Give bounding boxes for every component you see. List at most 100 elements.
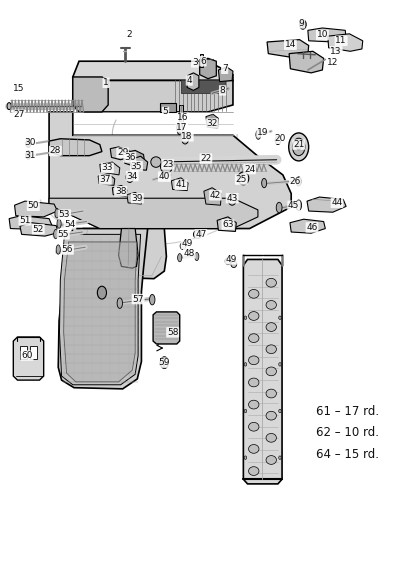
Text: 49: 49 xyxy=(225,255,237,264)
Ellipse shape xyxy=(275,136,281,145)
Ellipse shape xyxy=(178,254,182,262)
Text: 40: 40 xyxy=(158,172,170,181)
Polygon shape xyxy=(187,73,199,90)
Ellipse shape xyxy=(225,258,231,265)
Ellipse shape xyxy=(266,345,277,353)
Text: 29: 29 xyxy=(117,148,129,157)
Ellipse shape xyxy=(55,209,59,218)
Text: 53: 53 xyxy=(59,210,70,219)
Ellipse shape xyxy=(279,409,281,413)
Ellipse shape xyxy=(26,151,31,159)
Ellipse shape xyxy=(244,363,247,366)
Ellipse shape xyxy=(249,311,259,321)
Text: 45: 45 xyxy=(288,201,300,210)
Text: 28: 28 xyxy=(50,146,61,156)
Text: 9: 9 xyxy=(299,19,305,28)
Text: 32: 32 xyxy=(206,119,218,128)
Ellipse shape xyxy=(249,400,259,409)
Text: 35: 35 xyxy=(131,161,142,171)
Ellipse shape xyxy=(228,194,236,205)
Polygon shape xyxy=(328,34,363,51)
Text: 21: 21 xyxy=(293,140,305,149)
Text: 48: 48 xyxy=(183,249,195,258)
Text: 18: 18 xyxy=(181,132,193,141)
Ellipse shape xyxy=(151,157,161,167)
Ellipse shape xyxy=(57,219,61,229)
Ellipse shape xyxy=(193,230,202,238)
Text: 56: 56 xyxy=(62,245,73,254)
Text: 34: 34 xyxy=(126,171,138,181)
Text: 43: 43 xyxy=(226,194,238,203)
Text: 59: 59 xyxy=(158,358,170,367)
Text: 22: 22 xyxy=(200,154,212,163)
Ellipse shape xyxy=(180,243,186,250)
Ellipse shape xyxy=(266,367,277,376)
Polygon shape xyxy=(181,80,225,93)
Text: 61 – 17 rd.: 61 – 17 rd. xyxy=(316,405,379,417)
Polygon shape xyxy=(123,150,145,166)
Polygon shape xyxy=(15,201,57,217)
Polygon shape xyxy=(98,174,115,185)
Text: 42: 42 xyxy=(210,191,221,200)
Bar xyxy=(200,54,203,67)
Bar xyxy=(160,103,176,112)
Polygon shape xyxy=(13,337,44,380)
Ellipse shape xyxy=(266,322,277,331)
Ellipse shape xyxy=(296,177,301,186)
Ellipse shape xyxy=(244,316,247,319)
Text: 39: 39 xyxy=(131,194,143,203)
Text: 3: 3 xyxy=(192,58,198,67)
Polygon shape xyxy=(153,312,180,344)
Polygon shape xyxy=(49,198,258,229)
Ellipse shape xyxy=(289,133,309,161)
Polygon shape xyxy=(308,28,346,42)
Bar xyxy=(20,346,27,359)
Ellipse shape xyxy=(276,202,282,213)
Polygon shape xyxy=(290,219,325,233)
Ellipse shape xyxy=(177,122,183,135)
Polygon shape xyxy=(204,188,221,205)
Polygon shape xyxy=(59,234,141,385)
Text: 23: 23 xyxy=(162,160,173,169)
Ellipse shape xyxy=(54,230,58,239)
Text: 26: 26 xyxy=(290,177,301,187)
Polygon shape xyxy=(112,185,127,196)
Text: 46: 46 xyxy=(306,223,318,232)
Polygon shape xyxy=(58,229,148,389)
Text: 19: 19 xyxy=(257,128,269,137)
Ellipse shape xyxy=(300,20,306,29)
Polygon shape xyxy=(49,139,102,156)
Ellipse shape xyxy=(26,139,31,147)
Ellipse shape xyxy=(117,298,122,308)
Polygon shape xyxy=(218,67,233,82)
Polygon shape xyxy=(267,40,309,58)
Ellipse shape xyxy=(279,456,281,459)
Text: 17: 17 xyxy=(176,122,188,132)
Polygon shape xyxy=(73,77,233,112)
Text: 63: 63 xyxy=(222,220,234,229)
Ellipse shape xyxy=(97,286,106,299)
Ellipse shape xyxy=(297,144,301,150)
Text: 27: 27 xyxy=(13,110,25,120)
Ellipse shape xyxy=(266,389,277,398)
Ellipse shape xyxy=(249,466,259,476)
Polygon shape xyxy=(49,112,291,229)
Ellipse shape xyxy=(56,245,60,254)
Text: 30: 30 xyxy=(24,138,35,147)
Polygon shape xyxy=(20,223,58,236)
Text: 7: 7 xyxy=(222,64,228,73)
Polygon shape xyxy=(217,217,236,231)
Text: 37: 37 xyxy=(99,175,111,184)
Ellipse shape xyxy=(279,316,281,319)
Text: 49: 49 xyxy=(181,239,193,248)
Ellipse shape xyxy=(7,103,11,110)
Polygon shape xyxy=(80,229,166,279)
Ellipse shape xyxy=(126,172,134,182)
Ellipse shape xyxy=(181,131,189,144)
Polygon shape xyxy=(243,259,282,484)
Text: 14: 14 xyxy=(285,40,296,50)
Ellipse shape xyxy=(249,378,259,387)
Ellipse shape xyxy=(292,138,305,156)
Ellipse shape xyxy=(249,444,259,454)
Text: 55: 55 xyxy=(57,230,69,239)
